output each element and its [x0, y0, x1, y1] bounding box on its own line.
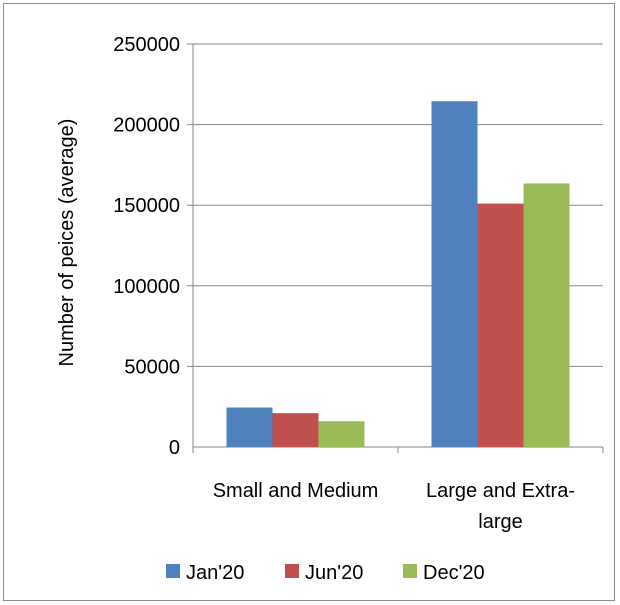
- x-category-label-line: Small and Medium: [213, 480, 379, 502]
- y-axis-title: Number of peices (average): [56, 119, 78, 367]
- y-tick-label: 150000: [113, 195, 180, 217]
- y-tick-label: 200000: [113, 115, 180, 137]
- legend-label: Dec'20: [423, 562, 485, 584]
- legend-swatch: [285, 564, 299, 578]
- y-tick-label: 100000: [113, 276, 180, 298]
- x-category-label-line: large: [478, 511, 522, 533]
- bar-dec20-2: [523, 183, 570, 448]
- y-tick-label: 0: [169, 437, 180, 459]
- legend-label: Jan'20: [186, 562, 244, 584]
- x-category-labels: Small and Medium Large and Extra-large: [213, 480, 575, 533]
- bar-dec20-1: [318, 421, 365, 447]
- x-category-label: Small and Medium: [213, 480, 379, 502]
- bar-jan20-1: [226, 407, 273, 447]
- bar-jun20-1: [272, 413, 319, 447]
- x-category-label: Large and Extra-large: [426, 480, 575, 533]
- y-tick-label: 50000: [124, 356, 180, 378]
- bar-jun20-2: [477, 203, 524, 447]
- bars: [226, 101, 570, 448]
- x-category-label-line: Large and Extra-: [426, 480, 575, 502]
- legend-swatch: [166, 564, 180, 578]
- legend: Jan'20 Jun'20 Dec'20: [166, 562, 485, 584]
- legend-swatch: [403, 564, 417, 578]
- bar-jan20-2: [431, 101, 478, 447]
- legend-label: Jun'20: [305, 562, 363, 584]
- y-tick-label: 250000: [113, 34, 180, 56]
- y-tick-labels: 0 50000 100000 150000 200000 250000: [113, 34, 180, 459]
